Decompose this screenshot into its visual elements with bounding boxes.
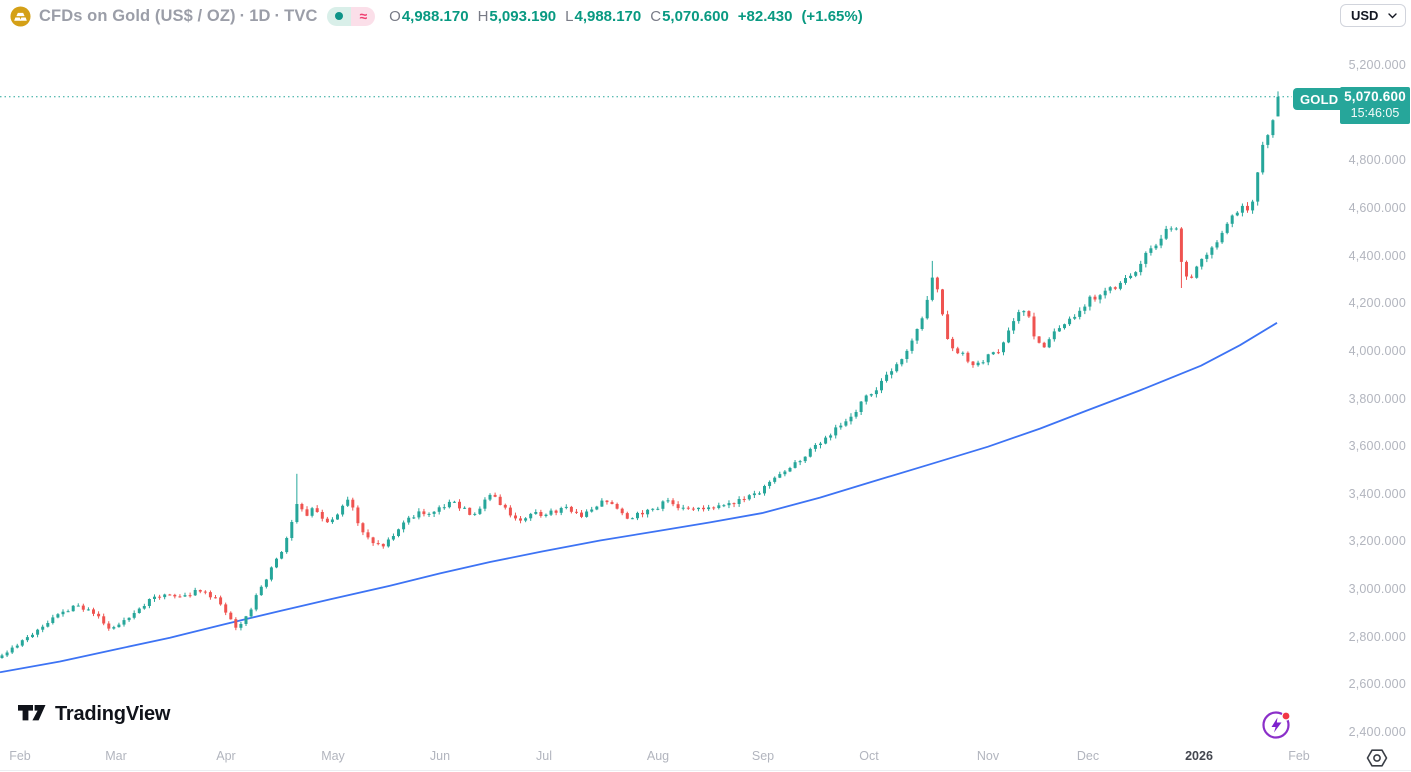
time-tick-label: Oct — [859, 749, 879, 763]
time-tick-label: Aug — [646, 749, 670, 763]
time-tick-label: May — [321, 749, 345, 763]
time-tick-label: Nov — [976, 749, 1000, 763]
exchange-label: TVC — [284, 6, 318, 25]
moving-average-line — [0, 322, 1278, 674]
low-label: L — [565, 7, 574, 25]
time-tick-label: Apr — [216, 749, 236, 763]
change-value: +82.430 — [737, 7, 793, 25]
current-price-box: 5,070.600 15:46:05 — [1340, 87, 1410, 124]
price-tick-label: 3,000.000 — [1348, 582, 1406, 597]
ohlc-values: O 4,988.170 H 5,093.190 L 4,988.170 C 5,070.… — [389, 8, 863, 25]
close-value: 5,070.600 — [662, 7, 729, 25]
chevron-down-icon — [1388, 12, 1397, 18]
time-tick-label: Feb — [9, 749, 31, 763]
lightning-ideas-icon[interactable] — [1260, 708, 1294, 742]
timeframe-label: 1D — [249, 6, 271, 25]
high-value: 5,093.190 — [489, 7, 557, 25]
price-tick-label: 2,800.000 — [1348, 629, 1406, 644]
price-tick-label: 4,800.000 — [1348, 153, 1406, 168]
symbol-price-tag: GOLD — [1293, 88, 1346, 110]
time-tick-label: Feb — [1288, 749, 1310, 763]
price-tick-label: 4,400.000 — [1348, 248, 1406, 263]
price-tick-label: 3,800.000 — [1348, 391, 1406, 406]
close-label: C — [650, 7, 662, 25]
time-tick-label: Jul — [536, 749, 552, 763]
price-tick-label: 2,600.000 — [1348, 677, 1406, 692]
price-tick-label: 5,200.000 — [1348, 58, 1406, 72]
approx-price-icon: ≈ — [359, 8, 368, 24]
tradingview-wordmark: TradingView — [55, 703, 171, 725]
time-tick-label: Jun — [429, 749, 451, 763]
bottom-divider — [0, 770, 1411, 771]
price-tick-label: 2,400.000 — [1348, 725, 1406, 739]
chart-legend-header: CFDs on Gold (US$ / OZ) · 1D · TVC ≈ O 4,988.… — [10, 4, 863, 28]
high-label: H — [477, 7, 489, 25]
symbol-title[interactable]: CFDs on Gold (US$ / OZ) · 1D · TVC — [39, 6, 318, 25]
price-tick-label: 3,600.000 — [1348, 439, 1406, 454]
tradingview-logo[interactable]: TradingView — [18, 703, 170, 726]
market-status-badge[interactable]: ≈ — [327, 6, 376, 26]
currency-value: USD — [1351, 8, 1379, 23]
open-label: O — [389, 7, 401, 25]
price-tick-label: 3,200.000 — [1348, 534, 1406, 549]
market-open-dot-icon — [335, 12, 344, 20]
currency-dropdown[interactable]: USD — [1340, 4, 1406, 27]
time-tick-label: 2026 — [1185, 749, 1213, 763]
countdown-timer: 15:46:05 — [1350, 106, 1400, 121]
low-value: 4,988.170 — [574, 7, 642, 25]
open-value: 4,988.170 — [401, 7, 469, 25]
candlestick-series — [0, 91, 1280, 659]
time-tick-label: Mar — [105, 749, 127, 763]
change-percent: (+1.65%) — [801, 7, 863, 25]
gold-symbol-icon[interactable] — [10, 5, 31, 27]
price-tick-label: 4,200.000 — [1348, 296, 1406, 311]
current-price-value: 5,070.600 — [1344, 89, 1406, 105]
time-tick-label: Dec — [1076, 749, 1100, 763]
notification-dot-icon — [1282, 712, 1290, 720]
price-tick-label: 3,400.000 — [1348, 486, 1406, 501]
price-tick-label: 4,000.000 — [1348, 343, 1406, 358]
time-tick-label: Sep — [751, 749, 775, 763]
axis-settings-gear-icon[interactable] — [1366, 747, 1388, 769]
tradingview-mark-icon — [18, 704, 46, 720]
price-tick-label: 4,600.000 — [1348, 200, 1406, 215]
